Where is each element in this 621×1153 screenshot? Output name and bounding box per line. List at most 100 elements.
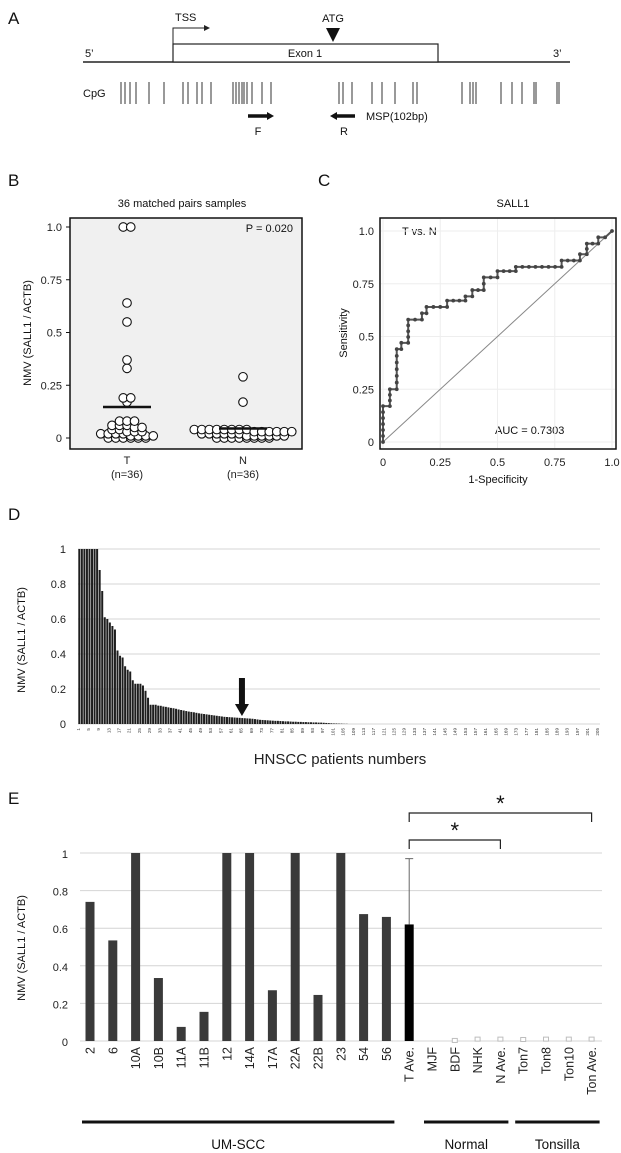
roc-point xyxy=(420,311,424,316)
roc-point xyxy=(540,264,544,269)
bar xyxy=(322,722,325,724)
y-tick-label: 0.4 xyxy=(51,649,66,661)
roc-point xyxy=(387,392,392,397)
bar xyxy=(200,713,203,724)
bar xyxy=(172,708,175,724)
x-tick-label: 23 xyxy=(334,1047,348,1061)
y-tick-label: 0 xyxy=(56,433,62,445)
bar xyxy=(245,853,255,1041)
bar xyxy=(246,718,249,724)
msp-label: MSP(102bp) xyxy=(366,111,428,123)
bar xyxy=(307,722,310,724)
bar xyxy=(83,549,86,724)
bar xyxy=(299,721,302,724)
chart-c-auc: AUC = 0.7303 xyxy=(495,425,564,437)
roc-point xyxy=(394,353,399,358)
bar xyxy=(381,916,391,1041)
bar xyxy=(267,990,277,1041)
bar xyxy=(565,1036,572,1042)
x-tick-label: 61 xyxy=(229,728,234,734)
group-label: Normal xyxy=(444,1137,488,1152)
bar xyxy=(302,722,305,724)
bar xyxy=(359,914,369,1041)
reverse-primer-label: R xyxy=(340,126,348,138)
x-tick-label: 197 xyxy=(575,728,580,736)
x-tick-label: 0 xyxy=(380,457,386,469)
x-tick-label: 21 xyxy=(127,728,132,734)
x-tick-label: 49 xyxy=(198,728,203,734)
x-tick-label: NHK xyxy=(471,1046,485,1073)
x-tick-label: 5 xyxy=(86,728,91,731)
bar xyxy=(251,718,254,724)
x-tick-label: 14A xyxy=(243,1046,257,1069)
roc-point xyxy=(559,264,564,269)
bar xyxy=(241,718,244,724)
bar xyxy=(218,716,221,724)
bar xyxy=(276,720,279,724)
bar xyxy=(121,657,124,724)
bar xyxy=(292,721,295,724)
data-point xyxy=(122,355,132,365)
bar xyxy=(159,705,162,724)
group-label: Tonsilla xyxy=(535,1137,581,1152)
roc-point xyxy=(406,340,411,345)
roc-point xyxy=(381,410,385,415)
y-tick-label: 1.0 xyxy=(359,226,374,238)
x-tick-label: 29 xyxy=(147,728,152,734)
roc-point xyxy=(578,258,582,263)
roc-point xyxy=(476,288,480,292)
roc-point xyxy=(406,335,411,339)
data-point xyxy=(137,422,147,433)
bar xyxy=(264,720,267,724)
bar xyxy=(101,591,104,724)
three-prime-label: 3’ xyxy=(553,48,562,60)
bar xyxy=(325,722,328,724)
bar xyxy=(103,617,106,724)
category-sublabel: (n=36) xyxy=(111,469,143,481)
x-tick-label: 65 xyxy=(239,728,244,734)
roc-point xyxy=(584,252,589,257)
x-tick-label: 125 xyxy=(392,728,397,736)
bar xyxy=(98,570,101,724)
forward-primer-label: F xyxy=(255,126,262,138)
x-tick-label: 22A xyxy=(289,1046,303,1069)
data-point xyxy=(129,416,140,426)
panel-label-b: B xyxy=(8,171,19,190)
data-point xyxy=(148,431,159,441)
bar xyxy=(85,549,88,724)
bar-chart-d: NMV (SALL1 / ACTB) HNSCC patients number… xyxy=(16,544,600,768)
bar xyxy=(131,853,141,1041)
x-tick-label: 11A xyxy=(175,1046,189,1068)
x-tick-label: 189 xyxy=(554,728,559,736)
roc-point xyxy=(481,281,486,286)
bar xyxy=(304,722,307,724)
data-point xyxy=(286,426,297,437)
y-tick-label: 0.6 xyxy=(53,924,68,936)
bar xyxy=(113,629,116,724)
roc-point xyxy=(406,329,411,334)
bar xyxy=(274,720,277,724)
roc-point xyxy=(457,298,462,303)
roc-point xyxy=(470,294,475,299)
x-tick-label: MJF xyxy=(426,1047,440,1072)
bar xyxy=(261,719,264,724)
bar xyxy=(149,704,152,724)
panel-label-d: D xyxy=(8,505,20,524)
bar xyxy=(106,619,109,724)
data-point xyxy=(125,393,136,403)
bar xyxy=(290,853,300,1041)
x-tick-label: 33 xyxy=(157,728,162,734)
bar xyxy=(136,683,139,724)
roc-point xyxy=(513,264,518,269)
roc-point xyxy=(394,347,399,352)
x-tick-label: 1 xyxy=(76,728,81,731)
roc-point xyxy=(520,264,525,269)
roc-point xyxy=(394,380,399,385)
y-tick-label: 0 xyxy=(62,1037,68,1049)
five-prime-label: 5’ xyxy=(85,48,94,60)
x-tick-label: 133 xyxy=(412,728,417,736)
roc-point xyxy=(571,258,576,263)
x-tick-label: BDF xyxy=(448,1047,462,1072)
group-label: UM-SCC xyxy=(211,1137,265,1152)
